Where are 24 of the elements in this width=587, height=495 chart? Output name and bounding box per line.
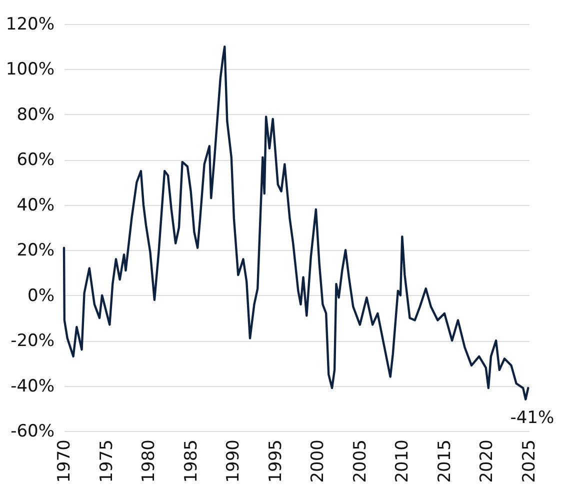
y-tick-label: -60% <box>10 422 54 442</box>
y-tick-label: 120% <box>6 14 54 34</box>
y-tick-label: -40% <box>10 376 54 396</box>
y-tick-label: 60% <box>16 150 54 170</box>
line-series <box>62 46 530 400</box>
x-tick-label: 1980 <box>139 440 160 483</box>
x-tick-label: 2010 <box>392 440 413 483</box>
y-tick-label: 40% <box>16 195 54 216</box>
x-tick-label: 1970 <box>54 440 74 483</box>
x-tick-label: 2020 <box>477 440 498 483</box>
x-tick-label: 1975 <box>96 440 117 483</box>
x-tick-label: 1995 <box>266 440 286 483</box>
y-tick-label: 0% <box>28 286 54 306</box>
annotation: -41% <box>510 408 554 428</box>
x-tick-label: 2005 <box>350 440 370 483</box>
y-tick-label: -20% <box>10 331 54 352</box>
y-tick-label: 20% <box>16 240 54 261</box>
x-tick-label: 2015 <box>434 440 455 483</box>
x-tick-label: 1985 <box>181 440 202 483</box>
x-tick-label: 1990 <box>224 440 244 483</box>
y-tick-label: 100% <box>6 60 54 80</box>
x-tick-label: 2000 <box>308 440 328 483</box>
y-tick-label: 80% <box>16 104 54 125</box>
x-tick-label: 2025 <box>520 440 540 483</box>
